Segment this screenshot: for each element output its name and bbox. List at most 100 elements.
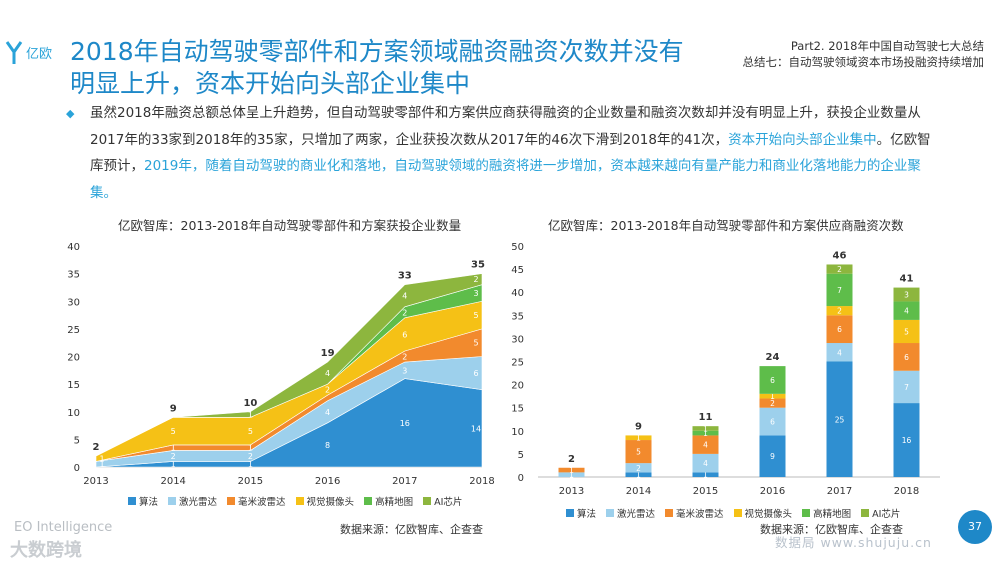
bar-legend-swatch [566, 509, 574, 517]
bar-data-label: 5 [904, 327, 909, 336]
bar-legend-swatch [606, 509, 615, 517]
area-data-label: 14 [471, 424, 481, 433]
bar-segment-algo [893, 403, 920, 477]
bar-x-tick: 2015 [693, 486, 718, 497]
area-data-label: 1 [171, 444, 176, 453]
yiou-logo: 亿欧 [4, 40, 60, 66]
bar-segment-mmwave [759, 398, 786, 408]
bar-segment-hdmap [893, 301, 920, 320]
bar-x-tick: 2017 [827, 486, 852, 497]
bar-data-label: 6 [770, 376, 775, 385]
bar-data-label: 4 [703, 441, 708, 450]
bar-y-tick: 10 [511, 427, 524, 438]
area-data-label: 1 [248, 460, 253, 469]
bar-segment-camera [625, 435, 652, 441]
bar-legend-swatch [733, 509, 742, 517]
bar-legend-label: 毫米波雷达 [676, 509, 724, 520]
area-legend-swatch [423, 497, 432, 505]
bar-data-label: 6 [770, 418, 775, 427]
area-legend-item: AI芯片 [423, 494, 462, 508]
bar-segment-mmwave [625, 440, 652, 464]
bar-chart-legend: 算法 激光雷达 毫米波雷达 视觉摄像头 高精地图 AI芯片 [566, 506, 900, 520]
bar-y-tick: 25 [511, 358, 524, 369]
area-y-tick: 15 [67, 380, 80, 391]
bar-x-tick: 2014 [626, 486, 651, 497]
bar-data-label: 2 [770, 399, 775, 408]
para-highlight-2: 2019年，随着自动驾驶的商业化和落地，自动驾驶领域的融资将进一步增加，资本越来… [90, 158, 921, 201]
bar-segment-camera [759, 393, 786, 399]
area-total-label: 33 [398, 271, 412, 282]
bar-total-label: 46 [833, 250, 847, 261]
bar-data-label: 2 [837, 307, 842, 316]
bar-legend-item: 高精地图 [802, 506, 851, 520]
watermark-shujuju: 数据局 www.shujuju.cn [775, 535, 932, 550]
area-x-tick: 2014 [160, 476, 185, 487]
area-data-label: 1 [248, 411, 253, 420]
bar-total-label: 24 [766, 352, 780, 363]
bar-legend-label: 视觉摄像头 [744, 509, 793, 520]
area-legend-swatch [364, 497, 373, 505]
area-legend-item: 算法 [128, 494, 158, 508]
bar-segment-mmwave [692, 435, 719, 454]
area-data-label: 1 [99, 455, 104, 464]
area-y-tick: 25 [67, 325, 80, 336]
bar-segment-mmwave [893, 343, 920, 371]
area-legend-label: AI芯片 [434, 497, 463, 508]
bar-data-label: 1 [703, 471, 708, 480]
bar-y-tick: 50 [511, 242, 524, 253]
page-title: 2018年自动驾驶零部件和方案领域融资融资次数并没有明显上升，资本开始向头部企业… [70, 37, 684, 98]
area-x-tick: 2018 [469, 476, 494, 487]
bar-data-label: 6 [837, 325, 842, 334]
area-legend-item: 高精地图 [364, 494, 413, 508]
bar-segment-algo [692, 472, 719, 477]
area-chart-legend: 算法 激光雷达 毫米波雷达 视觉摄像头 高精地图 AI芯片 [128, 494, 462, 508]
area-data-label: 8 [325, 441, 330, 450]
bar-segment-lidar [893, 370, 920, 404]
bar-chart-title: 亿欧智库：2013-2018年自动驾驶零部件和方案供应商融资次数 [548, 218, 904, 233]
bar-data-label: 6 [904, 353, 909, 362]
area-data-label: 2 [248, 452, 253, 461]
bar-data-label: 7 [904, 383, 909, 392]
area-legend-swatch [168, 497, 177, 505]
area-x-tick: 2016 [315, 476, 340, 487]
area-data-label: 5 [473, 339, 478, 348]
area-data-label: 6 [402, 330, 407, 339]
bar-data-label: 1 [703, 429, 708, 438]
para-text-main: 虽然2018年融资总额总体呈上升趋势，但自动驾驶零部件和方案供应商获得融资的企业… [90, 105, 921, 148]
bar-segment-aichip [692, 426, 719, 431]
area-data-label: 1 [248, 444, 253, 453]
bar-data-label: 3 [904, 291, 909, 300]
area-data-label: 2 [402, 353, 407, 362]
area-y-tick: 35 [67, 270, 80, 281]
bar-segment-algo [826, 361, 853, 477]
bar-segment-hdmap [826, 273, 853, 307]
bar-segment-mmwave [558, 467, 585, 473]
body-paragraph: 虽然2018年融资总额总体呈上升趋势，但自动驾驶零部件和方案供应商获得融资的企业… [90, 100, 940, 206]
bar-segment-algo [759, 435, 786, 477]
summary-label: 总结七：自动驾驶领域资本市场投融资持续增加 [742, 55, 985, 69]
bar-data-label: 1 [770, 392, 775, 401]
bar-legend-swatch [665, 509, 674, 517]
bar-data-label: 4 [703, 459, 708, 468]
bar-legend-label: AI芯片 [872, 509, 901, 520]
area-total-label: 9 [170, 403, 177, 414]
area-data-label: 3 [473, 289, 478, 298]
area-data-label: 1 [99, 460, 104, 469]
section-header: Part2. 2018年中国自动驾驶七大总结 总结七：自动驾驶领域资本市场投融资… [743, 38, 985, 70]
bar-data-label: 2 [636, 464, 641, 473]
area-legend-item: 激光雷达 [168, 494, 217, 508]
bar-y-tick: 40 [511, 288, 524, 299]
area-legend-swatch [128, 497, 136, 505]
bar-segment-hdmap [692, 430, 719, 436]
area-chart-title: 亿欧智库：2013-2018年自动驾驶零部件和方案获投企业数量 [118, 218, 462, 233]
bar-segment-camera [826, 306, 853, 316]
bar-segment-aichip [826, 264, 853, 274]
bar-y-tick: 0 [518, 473, 524, 484]
area-x-tick: 2013 [83, 476, 108, 487]
bar-data-label: 1 [569, 466, 574, 475]
para-highlight-1: 资本开始向头部企业集中 [728, 131, 877, 148]
watermark-dashu: 大数跨境 [10, 540, 82, 561]
bar-data-label: 16 [902, 436, 912, 445]
bar-data-label: 1 [703, 424, 708, 433]
area-y-tick: 40 [67, 242, 80, 253]
